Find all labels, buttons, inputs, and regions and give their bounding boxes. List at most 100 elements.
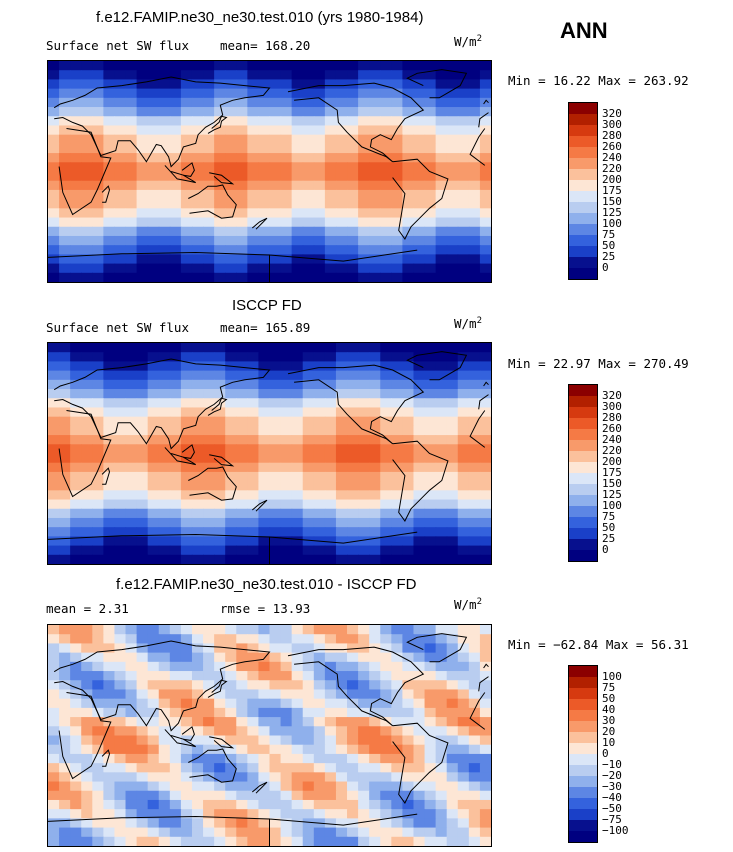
- field-cell: [468, 661, 481, 672]
- field-cell: [413, 809, 426, 819]
- field-cell: [313, 171, 326, 182]
- field-cell: [225, 689, 237, 700]
- field-cell: [214, 499, 226, 510]
- field-cell: [313, 625, 326, 635]
- field-cell: [347, 680, 359, 691]
- field-cell: [435, 444, 448, 455]
- field-cell: [457, 171, 470, 182]
- field-cell: [103, 134, 116, 145]
- field-cell: [468, 471, 481, 482]
- field-cell: [435, 435, 448, 445]
- field-cell: [479, 171, 491, 182]
- field-cell: [380, 370, 392, 381]
- field-cell: [479, 379, 491, 390]
- field-cell: [324, 836, 337, 846]
- field-cell: [291, 79, 304, 90]
- field-cell: [369, 107, 381, 117]
- field-cell: [380, 217, 392, 228]
- field-cell: [291, 763, 304, 773]
- field-cell: [158, 634, 171, 645]
- panel-2-units: W/m2: [454, 316, 482, 332]
- field-cell: [468, 652, 481, 663]
- field-cell: [236, 818, 248, 829]
- field-cell: [191, 343, 204, 353]
- field-cell: [347, 634, 359, 645]
- field-cell: [369, 61, 381, 71]
- field-cell: [214, 370, 226, 381]
- field-cell: [358, 199, 370, 209]
- field-cell: [180, 536, 193, 547]
- field-cell: [48, 462, 60, 473]
- field-cell: [358, 827, 370, 838]
- field-cell: [48, 61, 60, 71]
- field-cell: [468, 827, 481, 838]
- field-cell: [169, 116, 182, 127]
- field-cell: [180, 471, 193, 482]
- field-cell: [424, 370, 437, 381]
- field-cell: [59, 717, 71, 727]
- field-cell: [313, 763, 326, 773]
- field-cell: [324, 189, 337, 200]
- field-cell: [48, 171, 60, 182]
- field-cell: [59, 625, 71, 635]
- field-cell: [59, 799, 71, 810]
- field-cell: [180, 153, 193, 163]
- field-cell: [302, 97, 315, 108]
- field-cell: [413, 753, 426, 764]
- field-cell: [191, 661, 204, 672]
- field-cell: [446, 416, 459, 427]
- field-cell: [114, 245, 127, 255]
- field-cell: [114, 517, 127, 528]
- field-cell: [258, 671, 271, 681]
- field-cell: [335, 162, 348, 173]
- field-cell: [468, 361, 481, 372]
- field-cell: [446, 753, 459, 764]
- field-cell: [48, 717, 60, 727]
- field-cell: [280, 263, 293, 274]
- field-cell: [70, 425, 82, 436]
- field-cell: [358, 245, 370, 255]
- field-cell: [358, 481, 370, 491]
- coastline-path: [209, 736, 235, 749]
- field-cell: [136, 453, 149, 464]
- field-cell: [81, 444, 93, 455]
- field-cell: [391, 707, 403, 718]
- field-cell: [313, 180, 326, 191]
- field-cell: [169, 425, 182, 436]
- coastline-path: [406, 633, 468, 663]
- field-cell: [313, 125, 326, 136]
- field-cell: [313, 717, 326, 727]
- field-cell: [191, 707, 204, 718]
- field-cell: [424, 134, 437, 145]
- field-cell: [391, 263, 403, 274]
- field-cell: [103, 462, 116, 473]
- field-cell: [103, 235, 116, 246]
- field-cell: [435, 107, 448, 117]
- field-cell: [59, 217, 71, 228]
- field-cell: [180, 407, 193, 418]
- field-cell: [125, 425, 138, 436]
- field-cell: [402, 772, 415, 783]
- field-cell: [125, 153, 138, 163]
- colorbar-swatch: [569, 429, 597, 440]
- field-cell: [280, 836, 293, 846]
- field-cell: [446, 79, 459, 90]
- field-cell: [302, 125, 315, 136]
- field-cell: [402, 79, 415, 90]
- field-cell: [59, 517, 71, 528]
- field-cell: [191, 527, 204, 537]
- field-cell: [435, 652, 448, 663]
- field-cell: [324, 361, 337, 372]
- field-cell: [313, 379, 326, 390]
- field-cell: [302, 143, 315, 154]
- field-cell: [225, 517, 237, 528]
- field-cell: [203, 499, 215, 510]
- field-cell: [369, 153, 381, 163]
- field-cell: [236, 189, 248, 200]
- field-cell: [180, 272, 193, 282]
- field-cell: [92, 744, 104, 755]
- colorbar-swatch: [569, 268, 597, 279]
- field-cell: [413, 790, 426, 801]
- field-cell: [125, 398, 138, 409]
- field-cell: [125, 726, 138, 737]
